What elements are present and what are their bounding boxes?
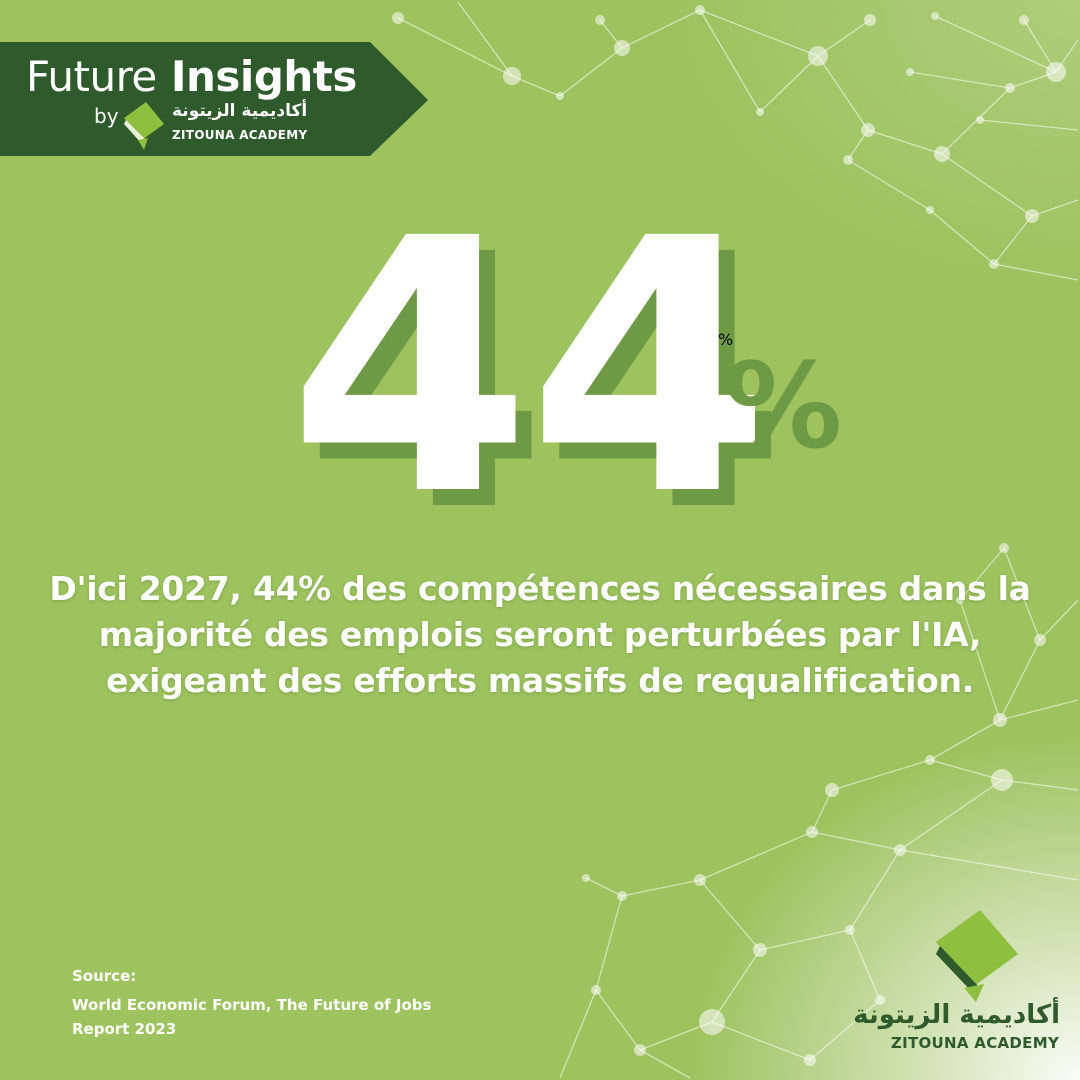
corner-academy-arabic: أكاديمية الزيتونة [853, 1000, 1060, 1030]
statistic-description: D'ici 2027, 44% des compétences nécessai… [49, 569, 1031, 700]
headline-statistic: 44 44 [288, 164, 848, 572]
series-banner: Future Insights by أكاديمية الزيتونة ZIT… [0, 0, 440, 164]
stat-number-shadow: 44 [304, 180, 787, 588]
stat-unit: % [718, 330, 734, 349]
series-title-light: Future [26, 52, 157, 101]
series-title: Future Insights [26, 52, 357, 101]
source-label: Source: [72, 967, 137, 985]
stat-unit-shadow: % [724, 337, 843, 475]
stat-number: 44 [288, 164, 771, 572]
stat-unit-group: % % [718, 330, 858, 475]
corner-academy-latin: ZITOUNA ACADEMY [890, 1034, 1060, 1052]
source-block: Source: World Economic Forum, The Future… [72, 967, 452, 1041]
by-label: by [94, 104, 119, 128]
corner-logo: أكاديمية الزيتونة ZITOUNA ACADEMY [853, 900, 1060, 1060]
source-citation: World Economic Forum, The Future of Jobs… [72, 996, 432, 1038]
leaf-book-logo-icon [936, 910, 1018, 1002]
academy-name-latin: ZITOUNA ACADEMY [172, 128, 308, 142]
academy-name-arabic: أكاديمية الزيتونة [172, 101, 308, 121]
banner-shape-icon [0, 42, 428, 156]
leaf-book-logo-icon [124, 102, 164, 150]
series-title-bold: Insights [170, 52, 357, 101]
